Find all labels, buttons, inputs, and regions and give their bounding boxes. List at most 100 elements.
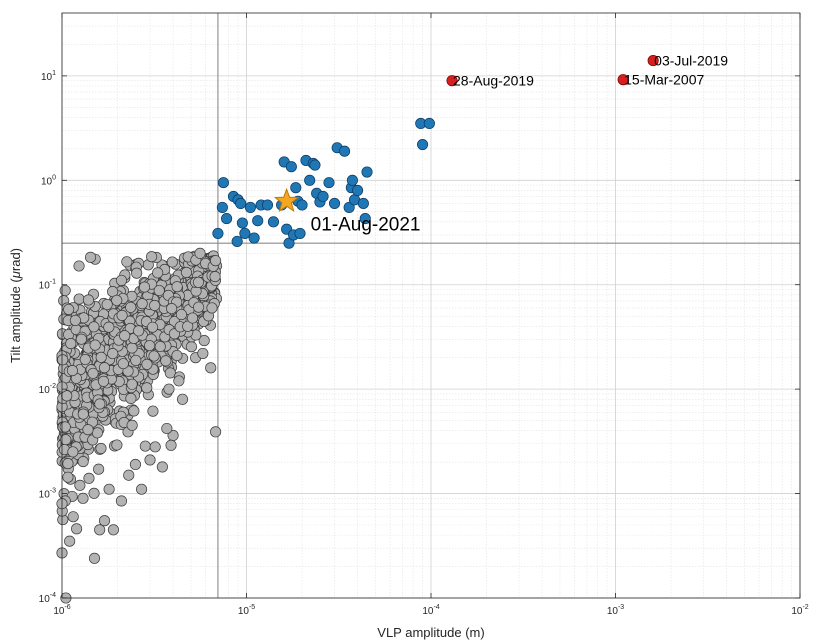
- blue-point: [239, 227, 251, 239]
- x-tick-labels: 10-6 10-5 10-4 10-3 10-2: [53, 604, 808, 617]
- gray-point: [115, 495, 127, 507]
- blue-point: [261, 199, 274, 211]
- gray-point: [171, 349, 183, 362]
- gray-point: [115, 274, 127, 286]
- blue-point: [357, 197, 369, 210]
- y-tick-label-exp: -2: [50, 383, 56, 390]
- gray-point: [77, 408, 89, 420]
- gray-point: [193, 301, 205, 313]
- blue-point: [423, 117, 435, 130]
- x-tick-label: 10-5: [238, 604, 255, 617]
- gray-point: [89, 339, 101, 351]
- annotation-label: 15-Mar-2007: [624, 72, 704, 88]
- y-axis-label-prefix: Tilt amplitude (: [8, 278, 23, 363]
- gray-point: [88, 487, 100, 499]
- gray-point: [59, 421, 71, 433]
- gray-point: [147, 405, 159, 417]
- y-tick-label-exp: -3: [50, 488, 56, 495]
- gray-point: [91, 427, 103, 439]
- gray-point: [61, 390, 73, 402]
- red-point: [617, 74, 629, 86]
- x-axis-label: VLP amplitude (m): [377, 625, 484, 640]
- gray-point: [152, 267, 164, 279]
- y-axis-label-suffix: rad): [8, 248, 23, 271]
- annotation-label: 03-Jul-2019: [654, 53, 728, 69]
- gray-point: [82, 424, 94, 436]
- gray-point: [149, 441, 161, 453]
- y-tick-label: 10-4: [39, 592, 56, 605]
- y-tick-label-exp: 1: [52, 70, 56, 77]
- gray-point: [126, 342, 138, 354]
- blue-point: [323, 177, 335, 189]
- x-tick-label-base: 10: [53, 606, 65, 617]
- blue-point: [290, 182, 302, 194]
- blue-point: [217, 177, 229, 189]
- gray-point: [73, 260, 85, 272]
- gray-point: [144, 454, 156, 466]
- gray-point: [128, 405, 140, 417]
- gray-point: [133, 325, 145, 337]
- gray-point: [94, 398, 106, 410]
- x-tick-label-base: 10: [607, 606, 619, 617]
- gray-point: [123, 469, 135, 481]
- gray-point: [192, 276, 204, 288]
- gray-point: [98, 362, 111, 374]
- x-tick-label: 10-6: [53, 604, 70, 617]
- red-point: [647, 55, 659, 67]
- gray-point: [77, 492, 89, 504]
- gray-point: [141, 382, 153, 394]
- gray-point: [138, 281, 151, 293]
- gray-point: [63, 303, 75, 315]
- gray-point: [95, 442, 107, 454]
- y-tick-label-exp: -4: [50, 592, 56, 599]
- y-tick-label-base: 10: [39, 594, 51, 605]
- blue-point: [296, 199, 308, 211]
- gray-point: [210, 255, 222, 267]
- blue-point: [216, 201, 228, 213]
- y-tick-label-base: 10: [39, 281, 51, 292]
- gray-point: [94, 524, 106, 536]
- gray-point: [126, 378, 138, 390]
- gray-point: [131, 267, 143, 279]
- gray-point: [111, 294, 123, 306]
- gray-point: [166, 256, 178, 268]
- gray-point: [136, 298, 148, 310]
- gray-point: [111, 439, 123, 451]
- blue-point: [294, 227, 306, 239]
- blue-point: [317, 190, 329, 203]
- y-axis-label-mu: μ: [8, 271, 23, 279]
- gray-point: [141, 358, 153, 370]
- tick-marks: [61, 13, 801, 599]
- gray-point: [180, 266, 192, 278]
- gray-point: [147, 321, 159, 333]
- gray-point: [185, 341, 197, 353]
- gray-point: [163, 383, 175, 395]
- gray-point: [67, 446, 79, 458]
- gray-point: [79, 353, 91, 366]
- blue-point: [252, 215, 264, 227]
- x-tick-label-exp: -2: [802, 604, 808, 611]
- gray-point: [205, 362, 217, 374]
- gray-point: [197, 347, 209, 359]
- blue-point: [244, 201, 256, 213]
- gray-point: [125, 301, 137, 313]
- y-tick-label-base: 10: [41, 176, 53, 187]
- gray-point: [116, 309, 128, 321]
- gray-point: [129, 458, 141, 471]
- blue-point: [267, 216, 280, 228]
- gray-point: [101, 298, 113, 311]
- annotations: 28-Aug-2019 15-Mar-2007 03-Jul-2019 01-Aug-…: [311, 53, 729, 236]
- gray-point: [144, 340, 156, 352]
- gray-point: [209, 271, 221, 283]
- blue-point: [212, 227, 224, 239]
- blue-point: [346, 174, 358, 186]
- star-marker: [273, 187, 300, 213]
- gray-point: [75, 333, 87, 345]
- gray-point: [153, 284, 165, 297]
- gray-point: [57, 354, 69, 366]
- gray-point: [103, 321, 115, 333]
- gray-point: [67, 511, 79, 523]
- x-tick-label-exp: -4: [433, 604, 439, 611]
